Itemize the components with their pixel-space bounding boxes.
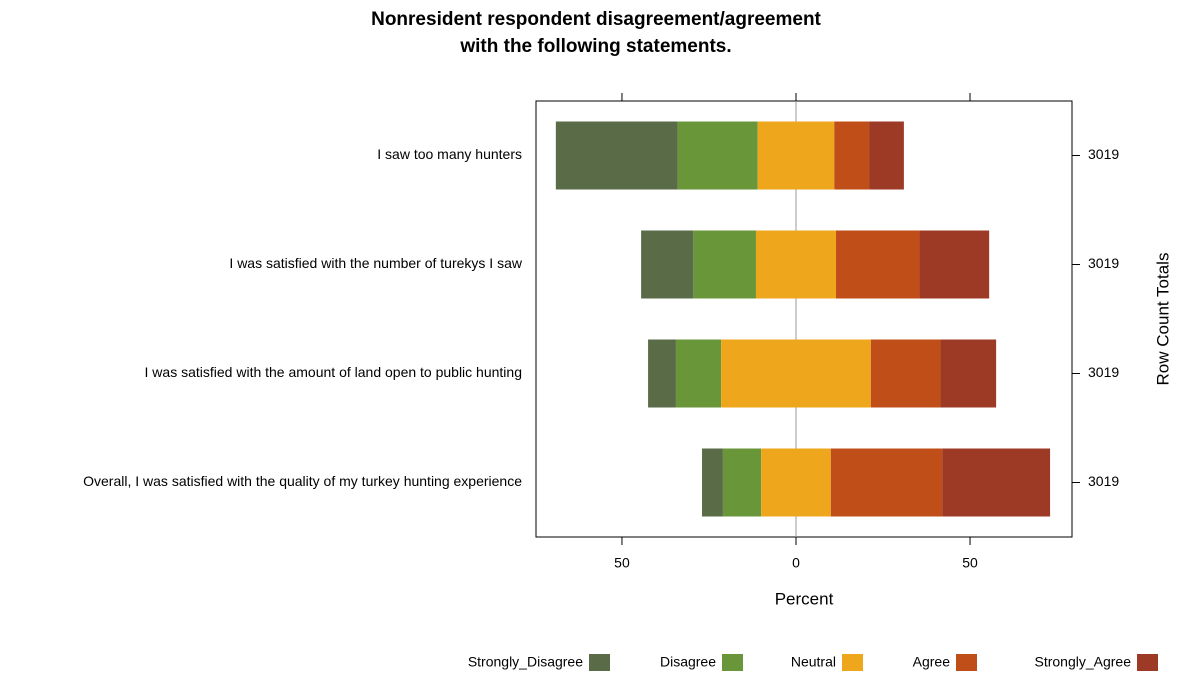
bar-segment	[757, 121, 835, 190]
bar-segment	[940, 339, 997, 408]
bar-segment	[702, 448, 723, 517]
row-total: 3019	[1088, 473, 1119, 489]
bar-segment	[761, 448, 831, 517]
bar-segment	[641, 230, 694, 299]
x-tick-label: 0	[792, 555, 800, 571]
bar-segment	[675, 339, 722, 408]
row-total: 3019	[1088, 146, 1119, 162]
legend-swatch	[1137, 654, 1158, 671]
bar-segment	[722, 448, 762, 517]
legend-label: Strongly_Agree	[1034, 654, 1131, 670]
bar-segment	[830, 448, 943, 517]
legend-label: Disagree	[660, 654, 716, 670]
legend-swatch	[722, 654, 743, 671]
row-total: 3019	[1088, 364, 1119, 380]
bar-segment	[677, 121, 758, 190]
legend-label: Agree	[913, 654, 951, 670]
legend-swatch	[956, 654, 977, 671]
y-tick-label: Overall, I was satisfied with the qualit…	[83, 473, 522, 489]
bar-segment	[870, 339, 941, 408]
bar-segment	[693, 230, 756, 299]
x-axis-title: Percent	[775, 589, 834, 608]
bar-segment	[869, 121, 904, 190]
chart-title: with the following statements.	[459, 36, 731, 57]
bar-segment	[836, 230, 920, 299]
x-tick-label: 50	[962, 555, 978, 571]
legend-swatch	[842, 654, 863, 671]
bar-segment	[919, 230, 990, 299]
bar-segment	[834, 121, 870, 190]
bar-segment	[755, 230, 837, 299]
row-total: 3019	[1088, 255, 1119, 271]
bar-segment	[555, 121, 678, 190]
y-tick-label: I saw too many hunters	[377, 146, 522, 162]
bar-segment	[648, 339, 676, 408]
legend-label: Strongly_Disagree	[468, 654, 583, 670]
chart-title: Nonresident respondent disagreement/agre…	[371, 9, 821, 30]
plot-frame	[535, 100, 1073, 538]
legend-swatch	[589, 654, 610, 671]
y2-axis-title: Row Count Totals	[1153, 253, 1172, 386]
legend-label: Neutral	[791, 654, 836, 670]
bar-segment	[942, 448, 1051, 517]
y-tick-label: I was satisfied with the amount of land …	[145, 364, 522, 380]
y-tick-label: I was satisfied with the number of turek…	[229, 255, 522, 271]
bar-segment	[721, 339, 871, 408]
x-tick-label: 50	[614, 555, 630, 571]
